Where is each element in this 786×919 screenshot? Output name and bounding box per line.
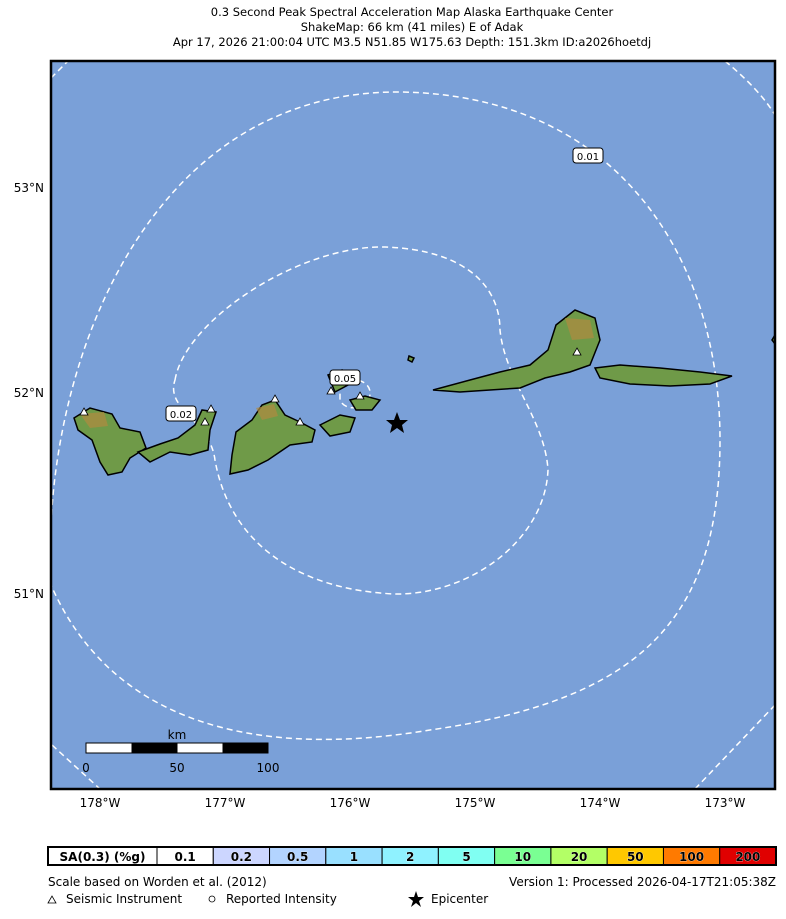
contour [724,60,776,116]
legend-bin: 20 [571,850,588,864]
lon-label: 175°W [455,796,496,810]
footer-left: Scale based on Worden et al. (2012) [48,875,267,889]
island [407,354,416,364]
contour-label-box [165,405,197,422]
contour [51,744,101,790]
legend-bin: 0.1 [175,850,196,864]
legend-triangle [47,895,57,904]
contour [50,60,69,79]
contour-label: 0.05 [334,374,356,385]
legend-frame [47,846,777,866]
island [136,409,217,463]
island [593,364,733,387]
lat-label: 52°N [14,386,44,400]
terrain [80,412,108,428]
island [318,414,356,437]
legend-bin: 50 [627,850,644,864]
station [326,386,336,395]
title-line: ShakeMap: 66 km (41 miles) E of Adak [301,20,524,34]
station [295,417,305,426]
contour-label: 0.01 [577,152,599,163]
legend-bin: 1 [350,850,358,864]
footer-right: Version 1: Processed 2026-04-17T21:05:38… [509,875,776,889]
scale-segment [131,742,178,754]
terrain [256,404,278,420]
scale-tick: 50 [169,761,184,775]
islands [73,309,776,476]
lat-label: 53°N [14,181,44,195]
scale-segment [85,742,133,754]
island [229,399,316,475]
lon-label: 177°W [205,796,246,810]
station [206,404,216,413]
lat-label: 51°N [14,587,44,601]
island [432,309,601,393]
legend-label: SA(0.3) (%g) [60,850,146,864]
stations [79,347,582,426]
map: 0.01 0.05 0.02 km 0 50 100 [49,59,777,791]
lon-label: 173°W [705,796,746,810]
legend-bin: 2 [406,850,414,864]
scale-bar: km 0 50 100 [82,728,279,775]
title-line: 0.3 Second Peak Spectral Acceleration Ma… [211,5,614,19]
title-line: Apr 17, 2026 21:00:04 UTC M3.5 N51.85 W1… [173,35,651,49]
scale-segment [222,742,269,754]
scale-tick: 0 [82,761,90,775]
scale-tick: 100 [257,761,280,775]
symbol-label: Reported Intensity [226,892,337,906]
legend-bin: 200 [735,850,760,864]
epicenter [386,412,408,433]
lon-label: 176°W [330,796,371,810]
station [200,417,210,426]
contour-label: 0.02 [170,410,192,421]
terrain [565,318,594,340]
legend-bin: 100 [679,850,704,864]
legend-bin: 5 [462,850,470,864]
station [79,407,89,416]
symbol-label: Seismic Instrument [66,892,182,906]
legend-bin: 0.5 [287,850,308,864]
legend-star [408,891,424,907]
contour-label-box [572,147,604,164]
station [270,394,280,403]
symbol-label: Epicenter [431,892,488,906]
map-frame [49,59,777,791]
scale-unit: km [168,728,187,742]
ocean [51,61,775,789]
legend-bin: 10 [514,850,531,864]
axes: 53°N 52°N 51°N 178°W 177°W 176°W 175°W 174°W 173… [14,181,746,810]
legend: SA(0.3) (%g) 0.1 0.2 0.5 1 2 5 10 20 50 100 200 [47,846,777,866]
contour [172,246,549,595]
contour-label-box [329,369,361,386]
legend-circle [208,895,216,903]
legend-bin: 0.2 [231,850,252,864]
station [355,391,365,400]
scale-segment [176,742,224,754]
lon-label: 174°W [580,796,621,810]
lon-label: 178°W [80,796,121,810]
station [572,347,582,356]
